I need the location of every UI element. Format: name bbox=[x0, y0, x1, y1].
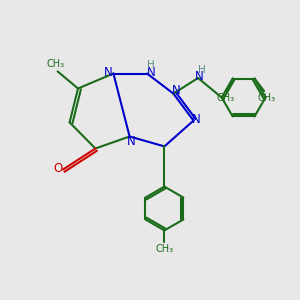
Text: CH₃: CH₃ bbox=[46, 59, 64, 69]
Text: O: O bbox=[53, 162, 62, 175]
Text: CH₃: CH₃ bbox=[257, 93, 276, 103]
Text: CH₃: CH₃ bbox=[217, 93, 235, 103]
Text: N: N bbox=[104, 66, 113, 79]
Text: H: H bbox=[198, 64, 206, 75]
Text: N: N bbox=[172, 84, 181, 97]
Text: N: N bbox=[127, 135, 136, 148]
Text: N: N bbox=[147, 66, 156, 79]
Text: CH₃: CH₃ bbox=[155, 244, 173, 254]
Text: H: H bbox=[147, 59, 155, 70]
Text: N: N bbox=[195, 70, 204, 83]
Text: N: N bbox=[192, 113, 201, 126]
